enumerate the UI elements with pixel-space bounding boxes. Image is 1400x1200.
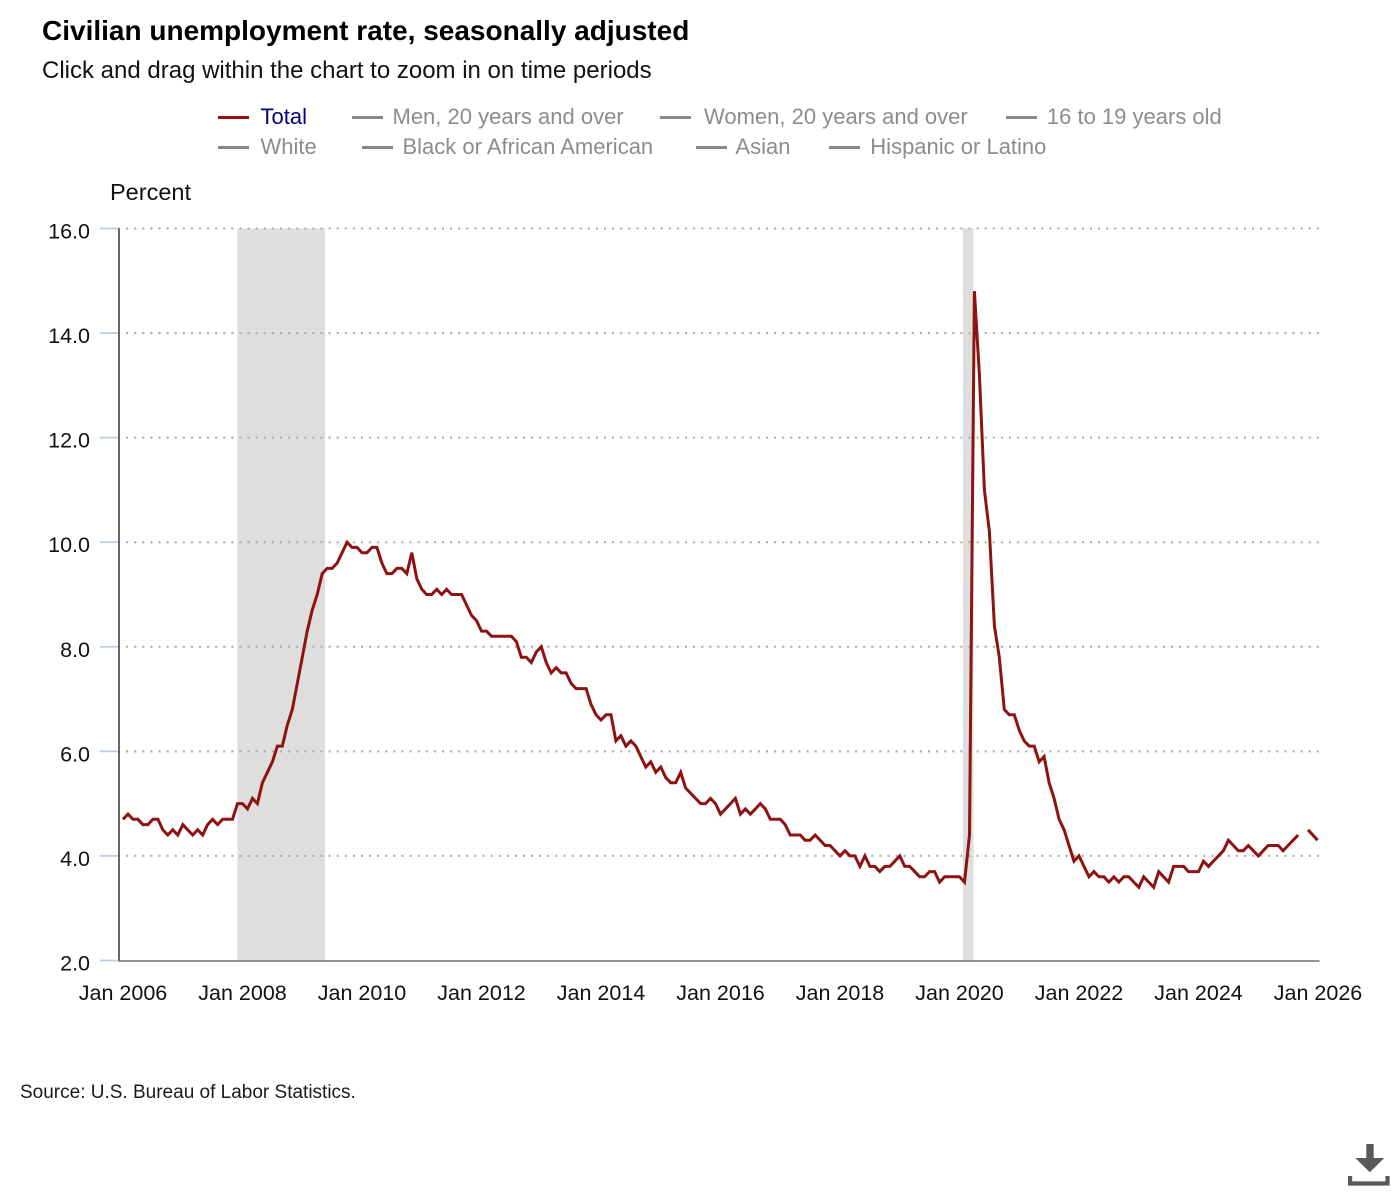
svg-text:10.0: 10.0 (48, 533, 90, 557)
svg-text:Jan 2020: Jan 2020 (915, 981, 1004, 1005)
svg-text:Jan 2012: Jan 2012 (437, 981, 525, 1005)
svg-text:6.0: 6.0 (60, 742, 90, 766)
svg-text:12.0: 12.0 (48, 429, 90, 453)
svg-text:2.0: 2.0 (60, 952, 90, 976)
svg-text:4.0: 4.0 (60, 847, 90, 871)
svg-text:Jan 2018: Jan 2018 (796, 981, 885, 1005)
svg-text:Jan 2014: Jan 2014 (557, 981, 646, 1005)
svg-text:Jan 2022: Jan 2022 (1035, 981, 1123, 1005)
svg-text:14.0: 14.0 (48, 324, 90, 348)
svg-text:8.0: 8.0 (60, 638, 90, 662)
svg-text:Jan 2016: Jan 2016 (676, 981, 765, 1005)
svg-text:Jan 2026: Jan 2026 (1274, 981, 1363, 1005)
svg-text:Jan 2010: Jan 2010 (318, 981, 407, 1005)
svg-text:Jan 2006: Jan 2006 (79, 981, 168, 1005)
svg-text:Jan 2008: Jan 2008 (198, 981, 287, 1005)
svg-text:16.0: 16.0 (48, 220, 90, 244)
svg-text:Jan 2024: Jan 2024 (1154, 981, 1243, 1005)
